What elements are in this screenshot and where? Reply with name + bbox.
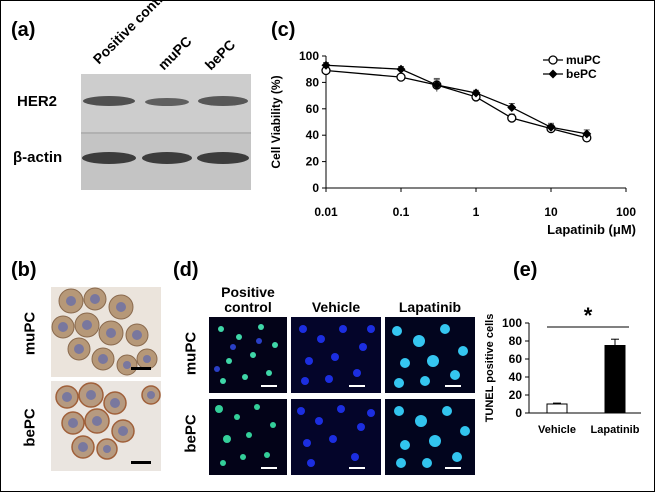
panel-b-label: (b) xyxy=(11,259,37,281)
row-label-mupc-b: muPC xyxy=(21,311,39,356)
panel-d-label: (d) xyxy=(173,259,199,281)
legend-marker-muPC xyxy=(548,55,558,65)
series-line-bePC xyxy=(325,64,587,135)
data-point-bePC xyxy=(507,102,517,112)
bar-Vehicle xyxy=(546,403,568,414)
data-point-bePC xyxy=(471,88,481,98)
column-label-lapatinib: Lapatinib xyxy=(398,299,462,315)
row-label-her2: HER2 xyxy=(17,93,58,110)
fluorescence-image-grid xyxy=(209,317,654,477)
data-point-bePC xyxy=(432,80,442,90)
ihc-image-mupc xyxy=(51,287,161,377)
western-blot-image xyxy=(81,74,251,190)
category-label: Vehicle xyxy=(538,424,576,436)
y-tick-label: 0 xyxy=(515,406,522,420)
lane-label-bepc: bePC xyxy=(201,36,239,73)
line-chart-c-svg: 0 20 40 60 80 100 0.01 0.1 1 10 100 Cell Viability … xyxy=(269,49,636,237)
y-tick-label: 80 xyxy=(509,334,523,348)
y-axis-title: Cell Viability (%) xyxy=(269,75,283,168)
bar-chart-e: 0 20 40 60 80 100 TUNEL positive cells Vehicle L… xyxy=(481,301,649,486)
blot-bands xyxy=(81,74,251,190)
data-point-muPC xyxy=(507,113,517,123)
panel-a-label: (a) xyxy=(11,19,36,41)
ihc-cells-mupc xyxy=(51,287,158,376)
row-label-beta-actin: β-actin xyxy=(13,149,63,166)
line-chart-c: 0 20 40 60 80 100 0.01 0.1 1 10 100 Cell Viability … xyxy=(266,36,651,246)
ihc-cells-bepc xyxy=(55,382,161,464)
y-tick-label: 100 xyxy=(299,49,319,63)
legend-marker-bePC xyxy=(548,69,558,79)
x-tick-label: 0.01 xyxy=(314,205,338,219)
x-tick-label: 100 xyxy=(616,205,636,219)
fluorescence-images xyxy=(209,317,475,475)
legend-label-bePC: bePC xyxy=(566,67,597,81)
panel-e-label: (e) xyxy=(513,259,538,281)
x-axis-title: Lapatinib (μM) xyxy=(547,222,636,237)
y-tick-label: 40 xyxy=(306,128,320,142)
row-label-mupc-d: muPC xyxy=(182,331,200,376)
y-tick-label: 60 xyxy=(306,102,320,116)
row-label-bepc-d: bePC xyxy=(182,414,200,453)
y-tick-label: 80 xyxy=(306,75,320,89)
panel-c-label: (c) xyxy=(271,19,296,41)
y-tick-label: 40 xyxy=(509,370,523,384)
y-axis-title: TUNEL positive cells xyxy=(484,314,496,423)
bar-Lapatinib xyxy=(604,345,626,414)
y-tick-label: 20 xyxy=(306,155,320,169)
bar-chart-e-svg: 0 20 40 60 80 100 TUNEL positive cells Vehicle L… xyxy=(484,303,641,436)
x-tick-label: 10 xyxy=(544,205,558,219)
y-tick-label: 60 xyxy=(509,352,523,366)
data-point-muPC xyxy=(396,72,406,82)
y-tick-label: 20 xyxy=(509,388,523,402)
x-tick-label: 1 xyxy=(473,205,480,219)
legend-label-muPC: muPC xyxy=(566,53,601,67)
significance-star: * xyxy=(584,303,593,328)
data-point-bePC xyxy=(546,122,556,132)
column-label-positive-control: Positive control xyxy=(221,284,275,315)
ihc-image-bepc xyxy=(51,381,161,471)
column-label-vehicle: Vehicle xyxy=(311,299,361,315)
x-tick-label: 0.1 xyxy=(393,205,410,219)
y-tick-label: 0 xyxy=(312,181,319,195)
lane-label-positive-control: Positive control xyxy=(90,1,176,67)
lane-label-mupc: muPC xyxy=(154,33,195,73)
data-point-bePC xyxy=(582,129,592,139)
data-point-bePC xyxy=(396,64,406,74)
y-tick-label: 100 xyxy=(502,316,522,330)
category-label: Lapatinib xyxy=(591,424,640,436)
row-label-bepc-b: bePC xyxy=(21,408,39,447)
